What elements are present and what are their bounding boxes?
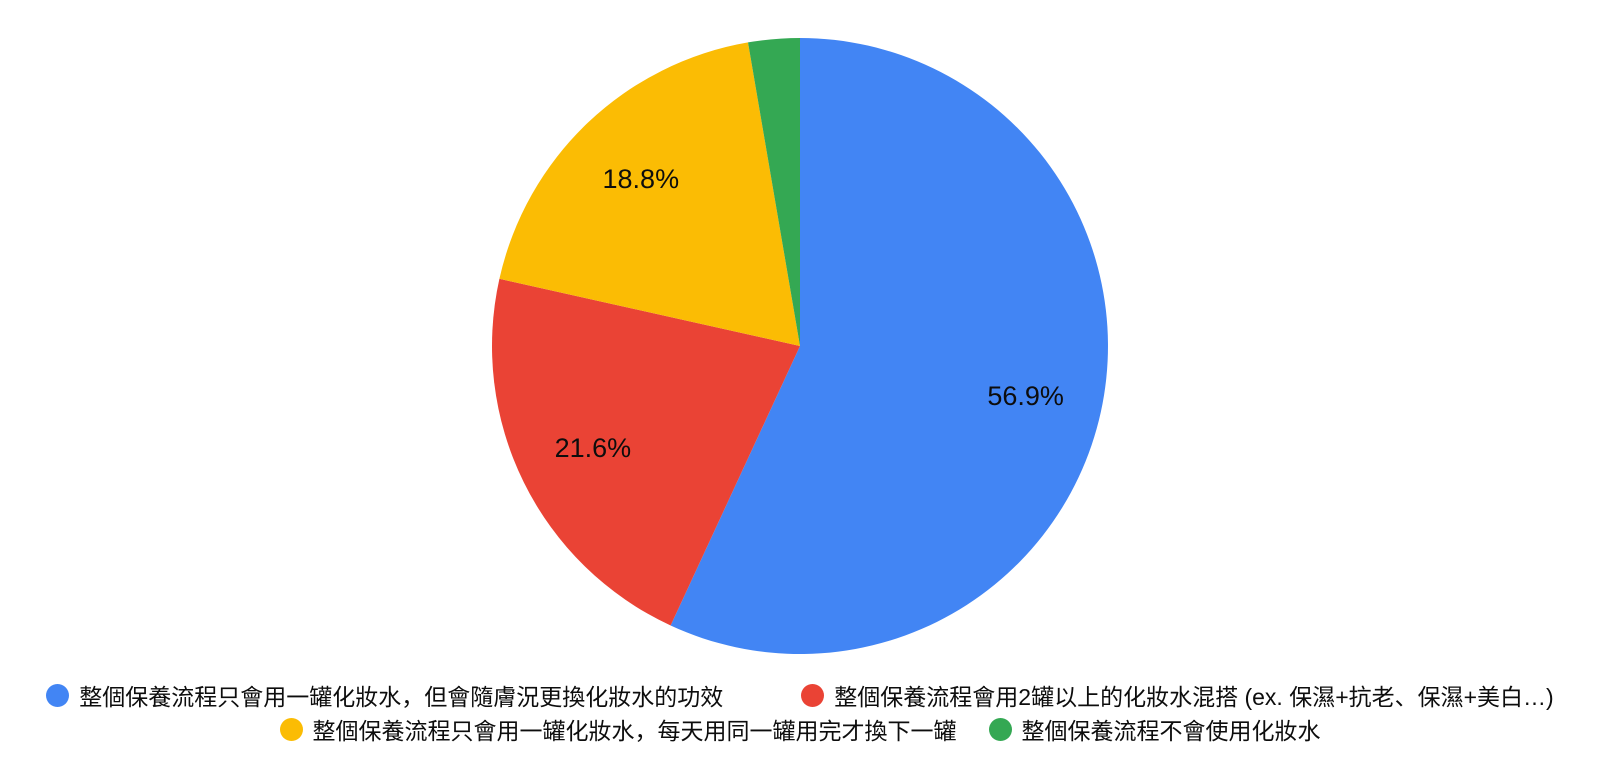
svg-text:21.6%: 21.6%	[555, 433, 632, 463]
svg-text:56.9%: 56.9%	[987, 381, 1064, 411]
svg-text:18.8%: 18.8%	[603, 164, 680, 194]
